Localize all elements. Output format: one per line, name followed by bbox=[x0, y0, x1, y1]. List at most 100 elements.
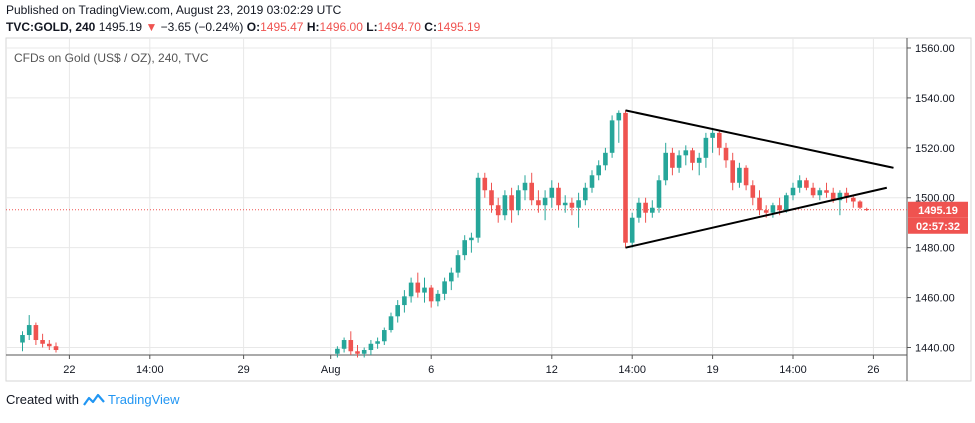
trendline-upper[interactable] bbox=[625, 109, 894, 169]
candle-body bbox=[26, 325, 32, 336]
x-tick-label: 6 bbox=[428, 364, 434, 376]
created-with-label: Created with bbox=[6, 392, 79, 407]
tradingview-logo-icon bbox=[83, 393, 105, 406]
candle-body bbox=[817, 190, 823, 196]
candle-body bbox=[690, 150, 695, 163]
candle-body bbox=[388, 316, 394, 331]
candle-body bbox=[864, 209, 869, 211]
low-label: L: bbox=[366, 20, 378, 34]
close-label: C: bbox=[424, 20, 437, 34]
low-value: 1494.70 bbox=[377, 20, 421, 34]
ohlc-line: TVC:GOLD, 240 1495.19 ▼ −3.65 (−0.24%) O… bbox=[6, 20, 480, 34]
candle-body bbox=[790, 187, 796, 196]
candle-body bbox=[804, 180, 809, 188]
candle-body bbox=[348, 340, 354, 352]
change-value: −3.65 (−0.24%) bbox=[160, 20, 244, 34]
x-tick-label: Aug bbox=[321, 364, 341, 376]
candle-body bbox=[428, 287, 434, 302]
y-tick-label: 1440.00 bbox=[915, 343, 955, 355]
candle-body bbox=[469, 237, 474, 241]
x-tick-label: 22 bbox=[63, 364, 75, 376]
candle-body bbox=[703, 137, 709, 158]
candle-body bbox=[757, 197, 762, 211]
open-value: 1495.47 bbox=[260, 20, 304, 34]
candle-body bbox=[509, 195, 514, 211]
x-tick-label: 26 bbox=[867, 364, 879, 376]
candle-body bbox=[609, 120, 615, 153]
candle-body bbox=[650, 207, 655, 213]
countdown-label: 02:57:32 bbox=[916, 221, 960, 233]
candle-body bbox=[562, 202, 568, 206]
tradingview-brand-label: TradingView bbox=[107, 392, 180, 407]
y-tick-label: 1500.00 bbox=[915, 193, 955, 205]
candle-body bbox=[462, 240, 467, 256]
candle-body bbox=[656, 180, 662, 208]
candle-body bbox=[844, 192, 849, 198]
candle-body bbox=[730, 160, 735, 183]
high-value: 1496.00 bbox=[319, 20, 363, 34]
candle-body bbox=[382, 330, 387, 342]
candle-body bbox=[53, 346, 59, 351]
x-tick-label: 12 bbox=[546, 364, 558, 376]
last-price-label: 1495.19 bbox=[918, 205, 958, 217]
candle-body bbox=[750, 185, 756, 198]
candle-body bbox=[784, 195, 789, 211]
candle-body bbox=[824, 190, 829, 193]
y-tick-label: 1520.00 bbox=[915, 143, 955, 155]
candle-body bbox=[737, 167, 742, 183]
candle-body bbox=[556, 187, 561, 206]
candle-body bbox=[683, 150, 689, 156]
tradingview-brand[interactable]: TradingView bbox=[83, 392, 180, 407]
chart-title: CFDs on Gold (US$ / OZ), 240, TVC bbox=[14, 51, 209, 65]
candle-body bbox=[475, 177, 481, 238]
candle-body bbox=[449, 272, 454, 282]
candle-body bbox=[763, 210, 769, 213]
candle-body bbox=[335, 348, 340, 354]
down-arrow-icon: ▼ bbox=[145, 20, 158, 34]
candle-body bbox=[616, 112, 622, 121]
candle-body bbox=[20, 335, 25, 343]
candle-body bbox=[40, 340, 45, 344]
candle-body bbox=[502, 195, 508, 216]
candle-body bbox=[663, 152, 668, 181]
candle-body bbox=[717, 132, 722, 148]
candle-body bbox=[489, 190, 494, 206]
candle-body bbox=[670, 152, 675, 168]
candle-body bbox=[455, 255, 461, 273]
candle-body bbox=[355, 351, 360, 354]
candle-body bbox=[636, 202, 642, 218]
symbol-label: TVC:GOLD, 240 bbox=[6, 20, 96, 34]
trendline-lower[interactable] bbox=[625, 186, 888, 249]
candle-body bbox=[777, 205, 782, 211]
candle-body bbox=[583, 187, 588, 201]
candle-body bbox=[529, 182, 534, 201]
candle-body bbox=[830, 192, 836, 201]
candle-body bbox=[629, 217, 635, 243]
x-tick-label: 14:00 bbox=[779, 364, 807, 376]
candle-body bbox=[47, 343, 52, 347]
candle-body bbox=[596, 165, 601, 176]
high-label: H: bbox=[306, 20, 320, 34]
open-label: O: bbox=[246, 20, 261, 34]
candle-body bbox=[536, 200, 541, 206]
candle-body bbox=[495, 205, 501, 216]
candle-body bbox=[603, 152, 608, 166]
candle-body bbox=[851, 197, 856, 202]
candle-body bbox=[857, 201, 863, 208]
y-tick-label: 1460.00 bbox=[915, 293, 955, 305]
candle-body bbox=[516, 190, 521, 211]
candle-body bbox=[676, 155, 682, 168]
x-tick-label: 14:00 bbox=[618, 364, 646, 376]
footer: Created with TradingView bbox=[6, 392, 180, 407]
candle-body bbox=[743, 167, 749, 186]
candle-body bbox=[361, 350, 367, 354]
candle-body bbox=[549, 187, 555, 198]
candle-body bbox=[569, 202, 575, 208]
candle-body bbox=[710, 132, 715, 138]
candle-body bbox=[542, 197, 548, 206]
candle-body bbox=[375, 341, 380, 344]
candle-body bbox=[810, 187, 816, 196]
candle-body bbox=[408, 282, 414, 297]
